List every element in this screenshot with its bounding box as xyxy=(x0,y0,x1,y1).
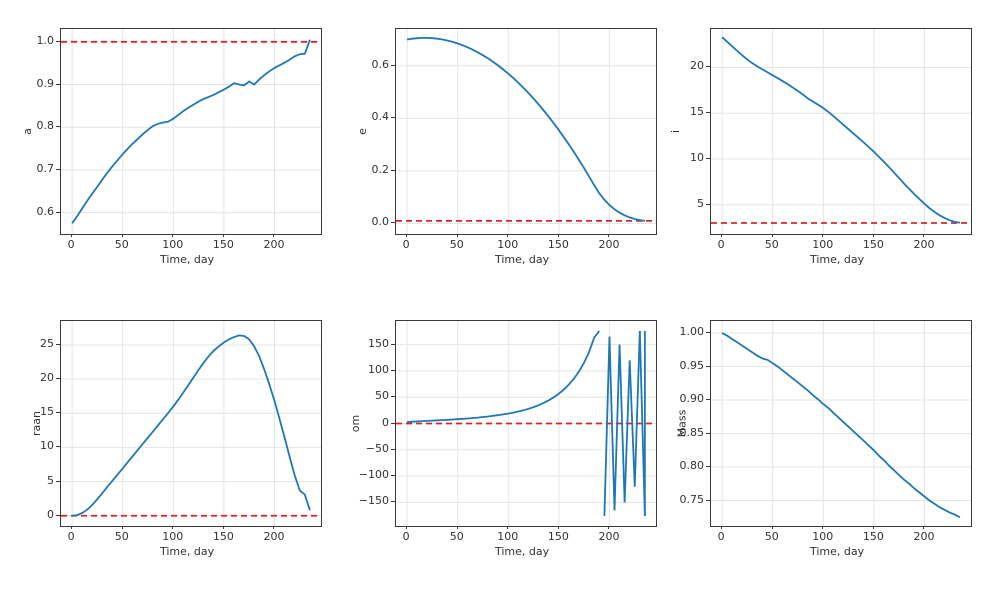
xlabel-i: Time, day xyxy=(810,253,864,266)
ytick-label: −150 xyxy=(359,494,389,507)
ytick-label: 10 xyxy=(40,439,54,452)
ytick-label: 0.9 xyxy=(37,77,55,90)
xtick-label: 200 xyxy=(263,530,283,543)
xtick-label: 0 xyxy=(61,530,81,543)
axes-a xyxy=(60,28,322,235)
xtick-label: 50 xyxy=(762,530,782,543)
axes-e xyxy=(395,28,657,235)
panel-raan xyxy=(60,320,320,525)
xlabel-mass: Time, day xyxy=(810,545,864,558)
ytick-label: 0.90 xyxy=(680,392,705,405)
xtick-label: 150 xyxy=(548,238,568,251)
xtick-label: 100 xyxy=(497,530,517,543)
ytick-label: 0.2 xyxy=(372,163,390,176)
ytick-label: 0.0 xyxy=(372,215,390,228)
ytick-label: 0 xyxy=(382,416,389,429)
xtick-label: 0 xyxy=(396,530,416,543)
axes-raan xyxy=(60,320,322,527)
xtick-label: 50 xyxy=(112,238,132,251)
ytick-label: 0.4 xyxy=(372,110,390,123)
xtick-label: 100 xyxy=(162,238,182,251)
xlabel-raan: Time, day xyxy=(160,545,214,558)
ytick-label: 1.00 xyxy=(680,325,705,338)
xtick-label: 100 xyxy=(812,530,832,543)
axes-mass xyxy=(710,320,972,527)
panel-mass xyxy=(710,320,970,525)
ytick-label: 150 xyxy=(368,337,389,350)
xlabel-e: Time, day xyxy=(495,253,549,266)
ytick-label: 10 xyxy=(690,151,704,164)
xtick-label: 200 xyxy=(263,238,283,251)
xtick-label: 50 xyxy=(112,530,132,543)
xtick-label: 50 xyxy=(762,238,782,251)
ytick-label: 0.80 xyxy=(680,459,705,472)
ytick-label: −100 xyxy=(359,468,389,481)
ytick-label: 5 xyxy=(47,474,54,487)
ylabel-i: i xyxy=(669,129,682,132)
xtick-label: 0 xyxy=(61,238,81,251)
ytick-label: −50 xyxy=(366,442,389,455)
xtick-label: 150 xyxy=(863,530,883,543)
ytick-label: 50 xyxy=(375,389,389,402)
xtick-label: 0 xyxy=(396,238,416,251)
xtick-label: 200 xyxy=(598,238,618,251)
panel-om xyxy=(395,320,655,525)
xtick-label: 0 xyxy=(711,530,731,543)
ytick-label: 0 xyxy=(47,508,54,521)
ytick-label: 5 xyxy=(697,197,704,210)
ytick-label: 1.0 xyxy=(37,34,55,47)
panel-a xyxy=(60,28,320,233)
xtick-label: 150 xyxy=(213,238,233,251)
ytick-label: 0.75 xyxy=(680,493,705,506)
ytick-label: 0.8 xyxy=(37,119,55,132)
ylabel-e: e xyxy=(356,128,369,135)
ytick-label: 0.6 xyxy=(372,58,390,71)
panel-e xyxy=(395,28,655,233)
axes-om xyxy=(395,320,657,527)
axes-i xyxy=(710,28,972,235)
xtick-label: 100 xyxy=(162,530,182,543)
xtick-label: 200 xyxy=(913,238,933,251)
xlabel-om: Time, day xyxy=(495,545,549,558)
xtick-label: 200 xyxy=(913,530,933,543)
xtick-label: 100 xyxy=(812,238,832,251)
ytick-label: 100 xyxy=(368,363,389,376)
figure: 0501001502000.60.70.80.91.0Time, daya050… xyxy=(0,0,990,590)
ytick-label: 0.95 xyxy=(680,359,705,372)
xtick-label: 150 xyxy=(863,238,883,251)
xtick-label: 50 xyxy=(447,238,467,251)
xtick-label: 100 xyxy=(497,238,517,251)
ylabel-raan: raan xyxy=(30,411,43,436)
panel-i xyxy=(710,28,970,233)
ytick-label: 20 xyxy=(690,59,704,72)
xtick-label: 150 xyxy=(548,530,568,543)
xtick-label: 0 xyxy=(711,238,731,251)
ylabel-mass: Mass xyxy=(675,409,688,437)
xtick-label: 150 xyxy=(213,530,233,543)
ytick-label: 0.7 xyxy=(37,162,55,175)
xtick-label: 200 xyxy=(598,530,618,543)
xlabel-a: Time, day xyxy=(160,253,214,266)
ylabel-om: om xyxy=(349,414,362,431)
xtick-label: 50 xyxy=(447,530,467,543)
ylabel-a: a xyxy=(21,128,34,135)
ytick-label: 25 xyxy=(40,337,54,350)
ytick-label: 20 xyxy=(40,371,54,384)
ytick-label: 0.6 xyxy=(37,205,55,218)
ytick-label: 15 xyxy=(690,105,704,118)
